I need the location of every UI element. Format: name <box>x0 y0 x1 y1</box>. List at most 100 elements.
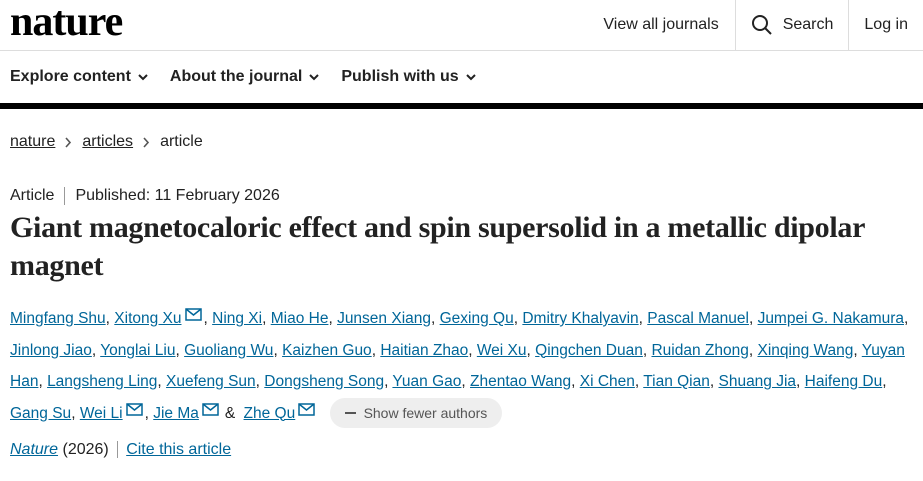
breadcrumb: nature articles article <box>10 133 913 151</box>
author-name[interactable]: Zhentao Wang <box>470 373 572 390</box>
separator: , <box>175 341 180 359</box>
header: nature View all journals Search Log in <box>0 0 923 51</box>
crumb[interactable]: articles <box>82 133 134 150</box>
author: Langsheng Ling, <box>47 373 162 390</box>
author-name[interactable]: Jie Ma <box>153 404 199 422</box>
author-name[interactable]: Gexing Qu <box>439 310 514 327</box>
link[interactable]: Log in <box>864 16 908 33</box>
separator: , <box>526 341 531 359</box>
author-name[interactable]: Mingfang Shu <box>10 310 106 327</box>
author: Jie Ma & <box>153 402 239 422</box>
cite-link[interactable]: Cite this article <box>126 441 232 458</box>
author: Shuang Jia, <box>718 373 800 390</box>
author: Xinqing Wang, <box>757 342 857 359</box>
author-name[interactable]: Guoliang Wu <box>184 341 274 359</box>
author-name[interactable]: Shuang Jia <box>718 373 797 390</box>
separator: , <box>91 341 97 359</box>
separator: , <box>904 310 909 327</box>
author-name[interactable]: Junsen Xiang <box>337 310 431 327</box>
show-fewer-button[interactable]: Show fewer authors <box>329 398 503 429</box>
email-icon[interactable] <box>202 402 219 416</box>
author-name[interactable]: Langsheng Ling <box>47 373 158 390</box>
separator: , <box>105 310 110 327</box>
separator: , <box>748 341 754 359</box>
nav-item[interactable]: Log in <box>848 0 923 50</box>
article-meta: Article Published: 11 February 2026 <box>10 187 913 205</box>
author: Dongsheng Song, <box>264 373 388 390</box>
author-name[interactable]: Haifeng Du <box>804 373 883 390</box>
separator: , <box>262 310 267 327</box>
author: Ning Xi, <box>212 310 266 327</box>
menu-item[interactable]: Explore content <box>10 68 148 86</box>
separator: , <box>709 373 715 390</box>
author-name[interactable]: Jinlong Jiao <box>10 341 92 359</box>
logo[interactable]: nature <box>10 0 123 45</box>
crumb: article <box>160 133 203 150</box>
author-name[interactable]: Pascal Manuel <box>647 310 749 327</box>
author: Tian Qian, <box>643 373 714 390</box>
author-name[interactable]: Wei Xu <box>476 341 527 359</box>
separator: , <box>638 310 643 327</box>
separator: , <box>157 373 162 390</box>
author-name[interactable]: Tian Qian <box>643 373 710 390</box>
author-name[interactable]: Qingchen Duan <box>535 341 643 359</box>
email-icon[interactable] <box>298 402 315 416</box>
nav: View all journals Search Log in <box>588 0 923 50</box>
author-name[interactable]: Gang Su <box>10 404 72 422</box>
nav-item[interactable]: Search <box>734 0 849 50</box>
author-name[interactable]: Yuyan Han <box>10 341 905 391</box>
author-name[interactable]: Yonglai Liu <box>100 341 176 359</box>
separator: , <box>513 310 519 327</box>
label: Explore content <box>10 68 131 85</box>
separator: , <box>431 310 436 327</box>
label: Show fewer authors <box>363 404 488 421</box>
chevron <box>65 136 72 148</box>
author-name[interactable]: Zhe Qu <box>243 404 296 422</box>
nav-item[interactable]: View all journals <box>588 0 734 50</box>
chevron <box>309 73 320 80</box>
email-icon[interactable] <box>125 402 143 416</box>
menu-item[interactable]: Publish with us <box>341 68 476 86</box>
author: Zhe Qu <box>243 402 318 422</box>
separator: , <box>882 373 887 390</box>
separator: , <box>144 404 149 422</box>
author-name[interactable]: Xinqing Wang <box>757 341 854 359</box>
email-icon[interactable] <box>184 308 202 321</box>
crumb[interactable]: nature <box>10 133 56 150</box>
author: Yuan Gao, <box>392 373 465 390</box>
link[interactable]: Search <box>782 16 834 33</box>
link[interactable]: View all journals <box>603 16 719 33</box>
author-name[interactable]: Miao He <box>270 310 329 327</box>
separator: , <box>461 373 466 390</box>
citation: Nature (2026) Cite this article <box>10 441 913 459</box>
author: Gang Su, <box>10 405 76 422</box>
author: Xi Chen, <box>580 373 639 390</box>
separator: , <box>38 373 43 390</box>
author: Haitian Zhao, <box>380 342 472 359</box>
author-name[interactable]: Xi Chen <box>579 373 635 390</box>
author: Junsen Xiang, <box>337 310 435 327</box>
separator: , <box>634 373 640 390</box>
author: Guoliang Wu, <box>184 342 278 359</box>
separator: , <box>371 341 376 359</box>
chevron <box>465 73 476 80</box>
author-name[interactable]: Jumpei G. Nakamura <box>757 310 905 327</box>
author-name[interactable]: Ruidan Zhong <box>651 341 749 359</box>
author-name[interactable]: Xitong Xu <box>114 310 182 327</box>
author-name[interactable]: Wei Li <box>79 404 123 422</box>
chevron <box>138 73 148 80</box>
menu-item[interactable]: About the journal <box>170 68 320 86</box>
author-name[interactable]: Xuefeng Sun <box>166 373 256 390</box>
author-name[interactable]: Haitian Zhao <box>380 341 469 359</box>
author-name[interactable]: Ning Xi <box>212 310 263 327</box>
author-name[interactable]: Dongsheng Song <box>264 373 385 390</box>
author-name[interactable]: Kaizhen Guo <box>282 341 372 359</box>
author: Yuyan Han, <box>10 342 905 391</box>
author: Wei Xu, <box>477 342 531 359</box>
separator: , <box>384 373 389 390</box>
journal[interactable]: Nature <box>10 441 59 458</box>
separator: , <box>748 310 754 327</box>
author-name[interactable]: Yuan Gao <box>392 373 462 390</box>
author-name[interactable]: Dmitry Khalyavin <box>522 310 639 327</box>
